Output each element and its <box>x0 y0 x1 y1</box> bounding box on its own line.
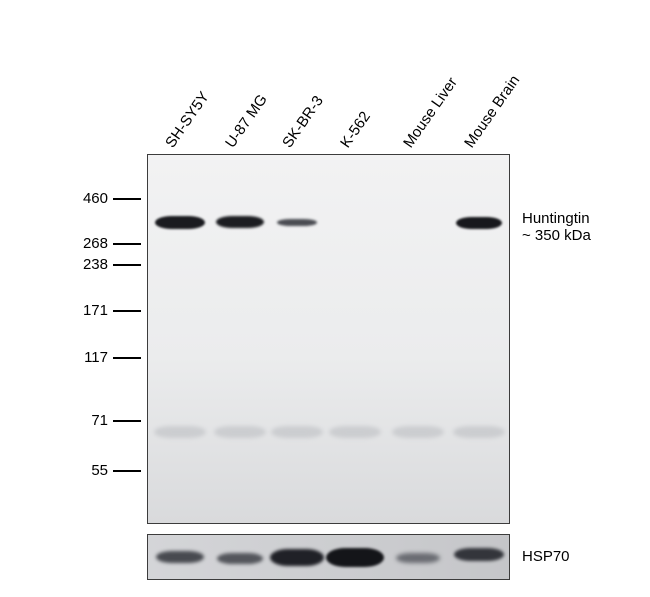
lane-label: Mouse Brain <box>461 72 523 151</box>
mw-marker-value: 71 <box>58 412 108 429</box>
lane-label: SH-SY5Y <box>162 89 213 151</box>
lane-label: U-87 MG <box>222 91 271 151</box>
loading-band <box>326 548 384 567</box>
mw-marker-tick <box>113 198 141 200</box>
lane-label: Mouse Liver <box>400 74 461 151</box>
protein-band <box>456 217 502 229</box>
protein-band <box>216 216 264 228</box>
mw-marker-value: 238 <box>58 256 108 273</box>
mw-marker-tick <box>113 264 141 266</box>
mw-marker-tick <box>113 310 141 312</box>
nonspecific-band <box>392 426 444 438</box>
mw-marker-value: 55 <box>58 462 108 479</box>
mw-marker-value: 460 <box>58 190 108 207</box>
blot-figure: 460 268 238 171 117 71 55 SH-SY5YU-87 MGSK-BR-… <box>0 0 650 597</box>
nonspecific-band <box>154 426 206 438</box>
target-name: Huntingtin <box>522 210 591 227</box>
nonspecific-band <box>453 426 505 438</box>
loading-control-label: HSP70 <box>522 548 570 565</box>
mw-marker-tick <box>113 243 141 245</box>
protein-band <box>277 219 317 226</box>
main-blot-membrane <box>147 154 510 524</box>
target-mw: ~ 350 kDa <box>522 227 591 244</box>
loading-band <box>217 553 263 564</box>
mw-marker-tick <box>113 420 141 422</box>
mw-marker-tick <box>113 470 141 472</box>
protein-band <box>155 216 205 229</box>
loading-band <box>156 551 204 563</box>
lane-label: K-562 <box>337 108 374 151</box>
mw-marker-value: 268 <box>58 235 108 252</box>
nonspecific-band <box>271 426 323 438</box>
nonspecific-band <box>329 426 381 438</box>
mw-marker-value: 117 <box>58 349 108 366</box>
target-protein-label: Huntingtin ~ 350 kDa <box>522 210 591 244</box>
loading-band <box>454 548 504 561</box>
loading-band <box>270 549 324 566</box>
nonspecific-band <box>214 426 266 438</box>
mw-marker-tick <box>113 357 141 359</box>
loading-band <box>396 553 440 563</box>
lane-label: SK-BR-3 <box>279 93 327 151</box>
mw-marker-value: 171 <box>58 302 108 319</box>
